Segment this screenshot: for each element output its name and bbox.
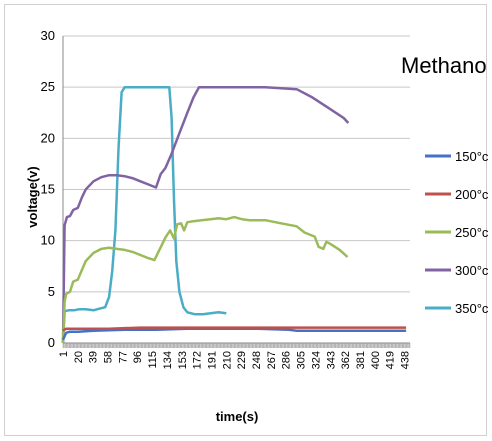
x-tick-labels: 1 20 39 58 77 96 115 134 153 172 191 210 229 248 267 28…: [58, 351, 412, 369]
y-tick-label: 30: [41, 28, 55, 43]
legend-label: 350°c: [455, 301, 488, 316]
x-tick-label: 134: [162, 351, 174, 369]
y-tick-label: 0: [48, 335, 55, 350]
y-axis-title: voltage(v): [25, 166, 40, 227]
series-line-250°c: [63, 217, 348, 343]
series-line-350°c: [63, 87, 226, 343]
x-tick-label: 419: [385, 351, 397, 369]
y-tick-labels: 0 5 10 15 20 25 30: [41, 28, 55, 350]
x-tick-label: 77: [117, 351, 129, 363]
x-tick-label: 324: [310, 351, 322, 369]
x-tick-label: 153: [177, 351, 189, 369]
y-tick-label: 10: [41, 233, 55, 248]
x-tick-label: 172: [192, 351, 204, 369]
chart-frame: 0 5 10 15 20 25 30 1 20 39 58 77 96 115 134 153 172 191 2…: [4, 4, 487, 436]
legend-label: 150°c: [455, 149, 488, 164]
x-tick-label: 286: [281, 351, 293, 369]
x-tick-label: 58: [103, 351, 115, 363]
x-tick-label: 248: [251, 351, 263, 369]
x-tick-label: 343: [325, 351, 337, 369]
series-lines: [63, 87, 406, 343]
y-tick-label: 20: [41, 130, 55, 145]
x-tick-label: 229: [236, 351, 248, 369]
y-tick-label: 15: [41, 182, 55, 197]
x-tick-label: 96: [132, 351, 144, 363]
x-tick-label: 362: [340, 351, 352, 369]
x-tick-label: 115: [147, 351, 159, 369]
y-tick-label: 25: [41, 79, 55, 94]
x-tick-label: 305: [296, 351, 308, 369]
legend: 150°c 200°c 250°c 300°c 350°c: [425, 149, 488, 316]
x-tick-label: 191: [206, 351, 218, 369]
gridlines: [63, 36, 410, 292]
x-tick-label: 400: [370, 351, 382, 369]
legend-label: 300°c: [455, 263, 488, 278]
axes: [63, 36, 410, 348]
y-tick-label: 5: [48, 284, 55, 299]
x-tick-label: 381: [355, 351, 367, 369]
chart-title: Methanol: [401, 53, 488, 78]
legend-label: 250°c: [455, 225, 488, 240]
x-axis-title: time(s): [216, 409, 259, 424]
series-line-150°c: [63, 329, 406, 340]
x-tick-label: 210: [221, 351, 233, 369]
x-tick-label: 1: [58, 351, 70, 357]
x-tick-label: 267: [266, 351, 278, 369]
x-tick-label: 20: [73, 351, 85, 363]
x-tick-label: 39: [88, 351, 100, 363]
legend-label: 200°c: [455, 187, 488, 202]
x-tick-label: 438: [400, 351, 412, 369]
